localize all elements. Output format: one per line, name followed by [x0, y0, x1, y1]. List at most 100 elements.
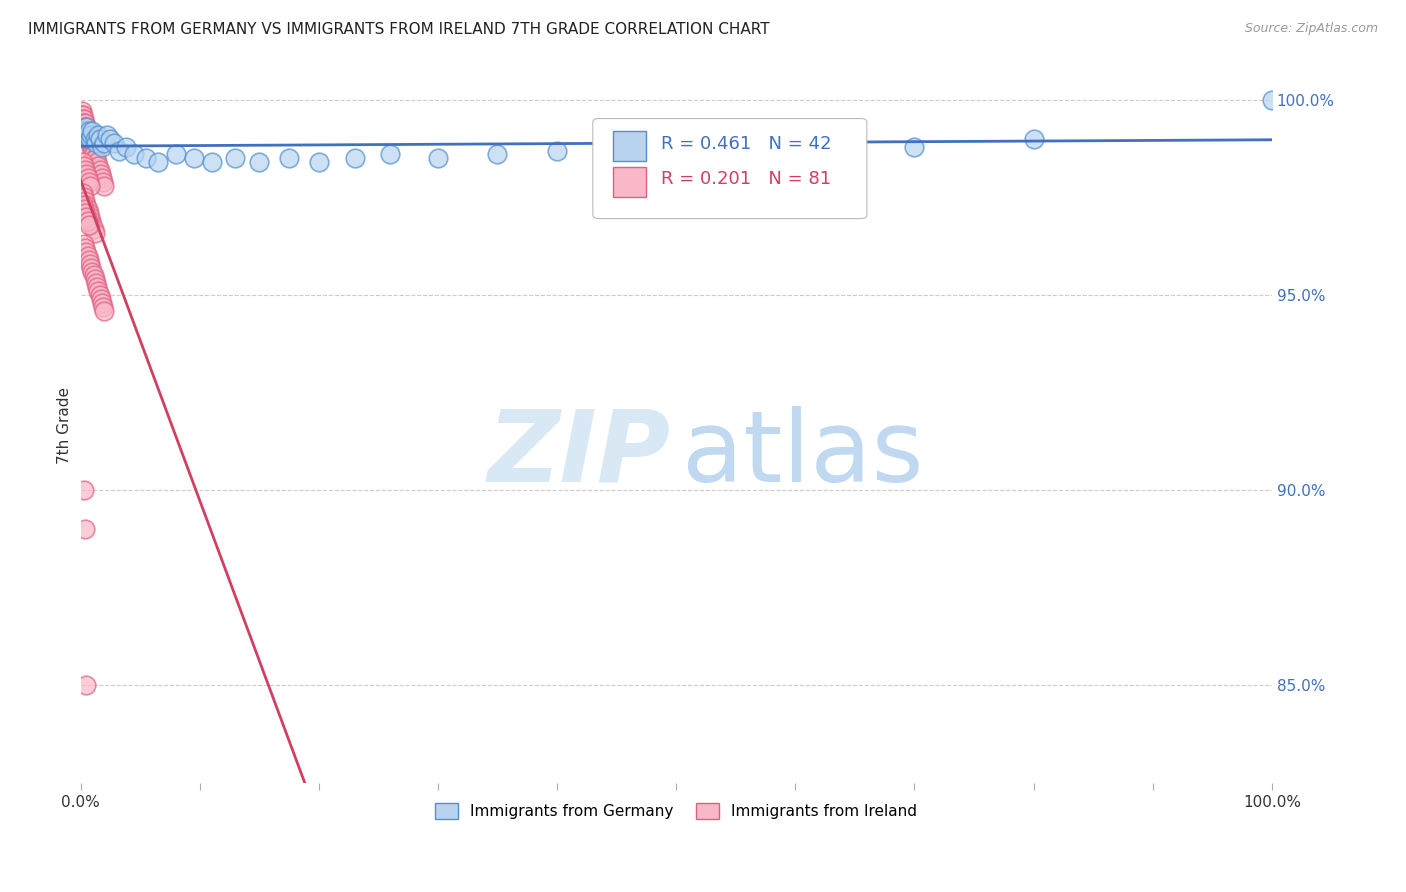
- Point: [90, 167, 112, 181]
- Point: [844, 136, 866, 150]
- Point: [122, 147, 145, 161]
- Point: [93, 178, 115, 193]
- Point: [73, 237, 96, 252]
- Point: [76, 124, 98, 138]
- Point: [87, 159, 110, 173]
- Point: [77, 218, 100, 232]
- Point: [76, 245, 98, 260]
- Point: [79, 178, 101, 193]
- Point: [72, 186, 94, 201]
- Point: [83, 268, 105, 283]
- FancyBboxPatch shape: [593, 119, 868, 219]
- Point: [77, 124, 100, 138]
- Point: [72, 112, 94, 127]
- Point: [343, 151, 366, 165]
- Point: [84, 136, 107, 150]
- Text: Source: ZipAtlas.com: Source: ZipAtlas.com: [1244, 22, 1378, 36]
- Point: [79, 257, 101, 271]
- Point: [76, 214, 98, 228]
- Point: [84, 151, 107, 165]
- Point: [82, 139, 104, 153]
- Point: [83, 144, 105, 158]
- Point: [75, 206, 97, 220]
- Point: [76, 170, 98, 185]
- Text: R = 0.461   N = 42: R = 0.461 N = 42: [661, 135, 831, 153]
- Point: [1261, 93, 1284, 107]
- Point: [98, 132, 121, 146]
- Point: [82, 264, 104, 278]
- Point: [76, 128, 98, 142]
- Point: [76, 198, 98, 212]
- Point: [75, 124, 97, 138]
- Bar: [613, 167, 647, 197]
- Point: [93, 136, 115, 150]
- Point: [83, 132, 105, 146]
- Point: [426, 151, 449, 165]
- Point: [83, 147, 105, 161]
- Point: [89, 132, 111, 146]
- Point: [606, 144, 628, 158]
- Point: [80, 136, 103, 150]
- Point: [79, 136, 101, 150]
- Legend: Immigrants from Germany, Immigrants from Ireland: Immigrants from Germany, Immigrants from…: [429, 797, 924, 825]
- Point: [73, 120, 96, 134]
- Point: [91, 139, 114, 153]
- Point: [146, 155, 169, 169]
- Point: [72, 155, 94, 169]
- Point: [75, 163, 97, 178]
- Point: [76, 678, 98, 692]
- Point: [72, 108, 94, 122]
- Point: [91, 170, 114, 185]
- Y-axis label: 7th Grade: 7th Grade: [58, 387, 72, 464]
- Point: [76, 128, 98, 142]
- Point: [224, 151, 246, 165]
- Point: [77, 252, 100, 267]
- Point: [72, 198, 94, 212]
- Point: [73, 190, 96, 204]
- Point: [76, 249, 98, 263]
- Point: [380, 147, 402, 161]
- Point: [83, 151, 105, 165]
- Point: [77, 132, 100, 146]
- Point: [76, 167, 98, 181]
- Point: [80, 260, 103, 275]
- Point: [183, 151, 205, 165]
- Point: [91, 300, 114, 314]
- Point: [84, 277, 107, 291]
- Point: [486, 147, 509, 161]
- Point: [91, 295, 114, 310]
- Point: [107, 144, 129, 158]
- Text: atlas: atlas: [682, 406, 924, 503]
- Point: [90, 292, 112, 306]
- Point: [79, 132, 101, 146]
- Text: R = 0.201   N = 81: R = 0.201 N = 81: [661, 170, 831, 188]
- Point: [79, 210, 101, 224]
- Point: [80, 139, 103, 153]
- Point: [76, 210, 98, 224]
- Point: [200, 155, 222, 169]
- Point: [79, 132, 101, 146]
- Point: [86, 280, 108, 294]
- Point: [724, 139, 747, 153]
- Point: [83, 272, 105, 286]
- Point: [546, 144, 568, 158]
- Point: [70, 108, 93, 122]
- Point: [83, 226, 105, 240]
- Point: [75, 124, 97, 138]
- Point: [75, 120, 97, 134]
- Point: [135, 151, 157, 165]
- Point: [903, 139, 925, 153]
- Point: [73, 128, 96, 142]
- Point: [76, 120, 98, 134]
- Point: [87, 284, 110, 298]
- Point: [278, 151, 301, 165]
- Point: [73, 159, 96, 173]
- Point: [82, 124, 104, 138]
- Point: [77, 175, 100, 189]
- Point: [72, 124, 94, 138]
- Point: [76, 124, 98, 138]
- Point: [103, 136, 125, 150]
- Point: [75, 241, 97, 255]
- Point: [77, 128, 100, 142]
- Point: [73, 112, 96, 127]
